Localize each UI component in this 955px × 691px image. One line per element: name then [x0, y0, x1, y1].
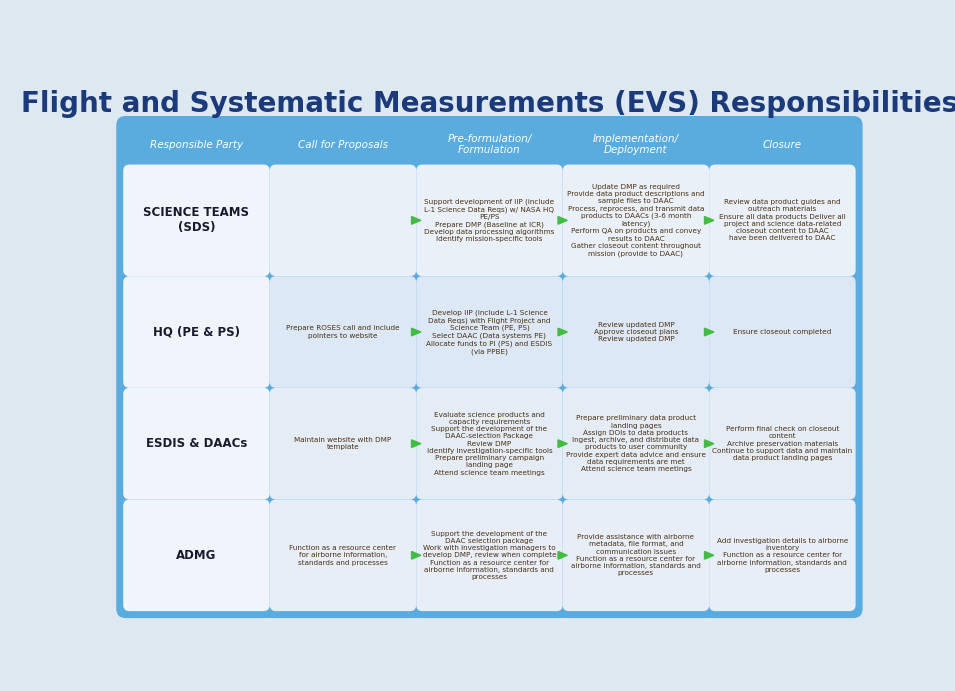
Polygon shape [412, 216, 421, 224]
FancyBboxPatch shape [269, 388, 416, 500]
Text: ADMG: ADMG [177, 549, 217, 562]
FancyBboxPatch shape [562, 388, 710, 500]
Text: Pre-formulation/
Formulation: Pre-formulation/ Formulation [447, 134, 532, 155]
Text: Responsible Party: Responsible Party [150, 140, 244, 149]
FancyBboxPatch shape [710, 500, 856, 611]
Text: Review updated DMP
Approve closeout plans
Review updated DMP: Review updated DMP Approve closeout plan… [594, 322, 678, 342]
Text: Update DMP as required
Provide data product descriptions and
sample files to DAA: Update DMP as required Provide data prod… [567, 184, 705, 257]
FancyBboxPatch shape [117, 116, 277, 618]
Polygon shape [558, 328, 567, 336]
Text: Ensure closeout completed: Ensure closeout completed [733, 329, 832, 335]
Text: Add investigation details to airborne
inventory
Function as a resource center fo: Add investigation details to airborne in… [716, 538, 848, 573]
Polygon shape [705, 328, 713, 336]
FancyBboxPatch shape [269, 500, 416, 611]
Polygon shape [558, 216, 567, 224]
Text: SCIENCE TEAMS
(SDS): SCIENCE TEAMS (SDS) [143, 207, 249, 234]
Text: Perform final check on closeout
content
Archive preservation materials
Continue : Perform final check on closeout content … [712, 426, 853, 461]
Text: Prepare ROSES call and include
pointers to website: Prepare ROSES call and include pointers … [286, 325, 400, 339]
FancyBboxPatch shape [710, 164, 856, 276]
FancyBboxPatch shape [416, 388, 562, 500]
Text: HQ (PE & PS): HQ (PE & PS) [153, 325, 240, 339]
Text: Develop IIP (include L-1 Science
Data Reqs) with Flight Project and
Science Team: Develop IIP (include L-1 Science Data Re… [426, 310, 553, 354]
Text: Support the development of the
DAAC selection package
Work with investigation ma: Support the development of the DAAC sele… [423, 531, 556, 580]
FancyBboxPatch shape [416, 164, 562, 276]
Text: Review data product guides and
outreach materials
Ensure all data products Deliv: Review data product guides and outreach … [719, 199, 846, 241]
Polygon shape [412, 551, 421, 559]
Text: Call for Proposals: Call for Proposals [298, 140, 388, 149]
Text: Function as a resource center
for airborne information,
standards and processes: Function as a resource center for airbor… [289, 545, 396, 565]
FancyBboxPatch shape [123, 276, 269, 388]
Text: Evaluate science products and
capacity requirements
Support the development of t: Evaluate science products and capacity r… [427, 412, 552, 475]
Text: Flight and Systematic Measurements (EVS) Responsibilities: Flight and Systematic Measurements (EVS)… [21, 91, 955, 118]
FancyBboxPatch shape [702, 116, 862, 618]
Text: ESDIS & DAACs: ESDIS & DAACs [146, 437, 247, 450]
Text: Maintain website with DMP
template: Maintain website with DMP template [294, 437, 392, 451]
Text: Support development of IIP (include
L-1 Science Data Reqs) w/ NASA HQ
PE/PS
Prep: Support development of IIP (include L-1 … [424, 198, 555, 243]
FancyBboxPatch shape [556, 116, 716, 618]
Text: Implementation/
Deployment: Implementation/ Deployment [593, 134, 679, 155]
Polygon shape [558, 439, 567, 448]
Polygon shape [705, 551, 713, 559]
FancyBboxPatch shape [269, 164, 416, 276]
FancyBboxPatch shape [710, 388, 856, 500]
FancyBboxPatch shape [410, 116, 569, 618]
FancyBboxPatch shape [123, 388, 269, 500]
FancyBboxPatch shape [562, 276, 710, 388]
FancyBboxPatch shape [562, 164, 710, 276]
FancyBboxPatch shape [263, 116, 423, 618]
FancyBboxPatch shape [416, 500, 562, 611]
Text: Closure: Closure [763, 140, 802, 149]
FancyBboxPatch shape [269, 276, 416, 388]
FancyBboxPatch shape [123, 164, 269, 276]
Polygon shape [705, 439, 713, 448]
Text: Provide assistance with airborne
metadata, file format, and
communication issues: Provide assistance with airborne metadat… [571, 534, 701, 576]
Polygon shape [412, 439, 421, 448]
FancyBboxPatch shape [123, 500, 269, 611]
Polygon shape [558, 551, 567, 559]
FancyBboxPatch shape [562, 500, 710, 611]
Polygon shape [705, 216, 713, 224]
Text: Prepare preliminary data product
landing pages
Assign DOIs to data products
Inge: Prepare preliminary data product landing… [566, 415, 706, 472]
FancyBboxPatch shape [710, 276, 856, 388]
FancyBboxPatch shape [416, 276, 562, 388]
Polygon shape [412, 328, 421, 336]
